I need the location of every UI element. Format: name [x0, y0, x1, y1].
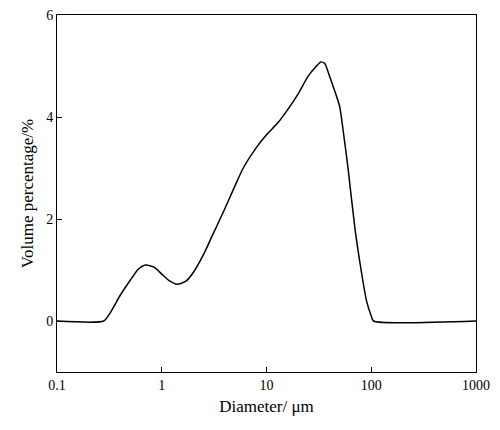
- svg-text:Volume percentage/%: Volume percentage/%: [18, 119, 37, 268]
- svg-text:10: 10: [260, 378, 274, 393]
- svg-text:1: 1: [158, 378, 165, 393]
- svg-text:100: 100: [361, 378, 382, 393]
- svg-text:0.1: 0.1: [48, 378, 66, 393]
- svg-text:2: 2: [46, 212, 53, 227]
- svg-text:6: 6: [46, 8, 53, 23]
- svg-text:0: 0: [46, 314, 53, 329]
- svg-text:1000: 1000: [462, 378, 490, 393]
- svg-text:Diameter/ μm: Diameter/ μm: [219, 397, 314, 416]
- svg-text:4: 4: [46, 110, 53, 125]
